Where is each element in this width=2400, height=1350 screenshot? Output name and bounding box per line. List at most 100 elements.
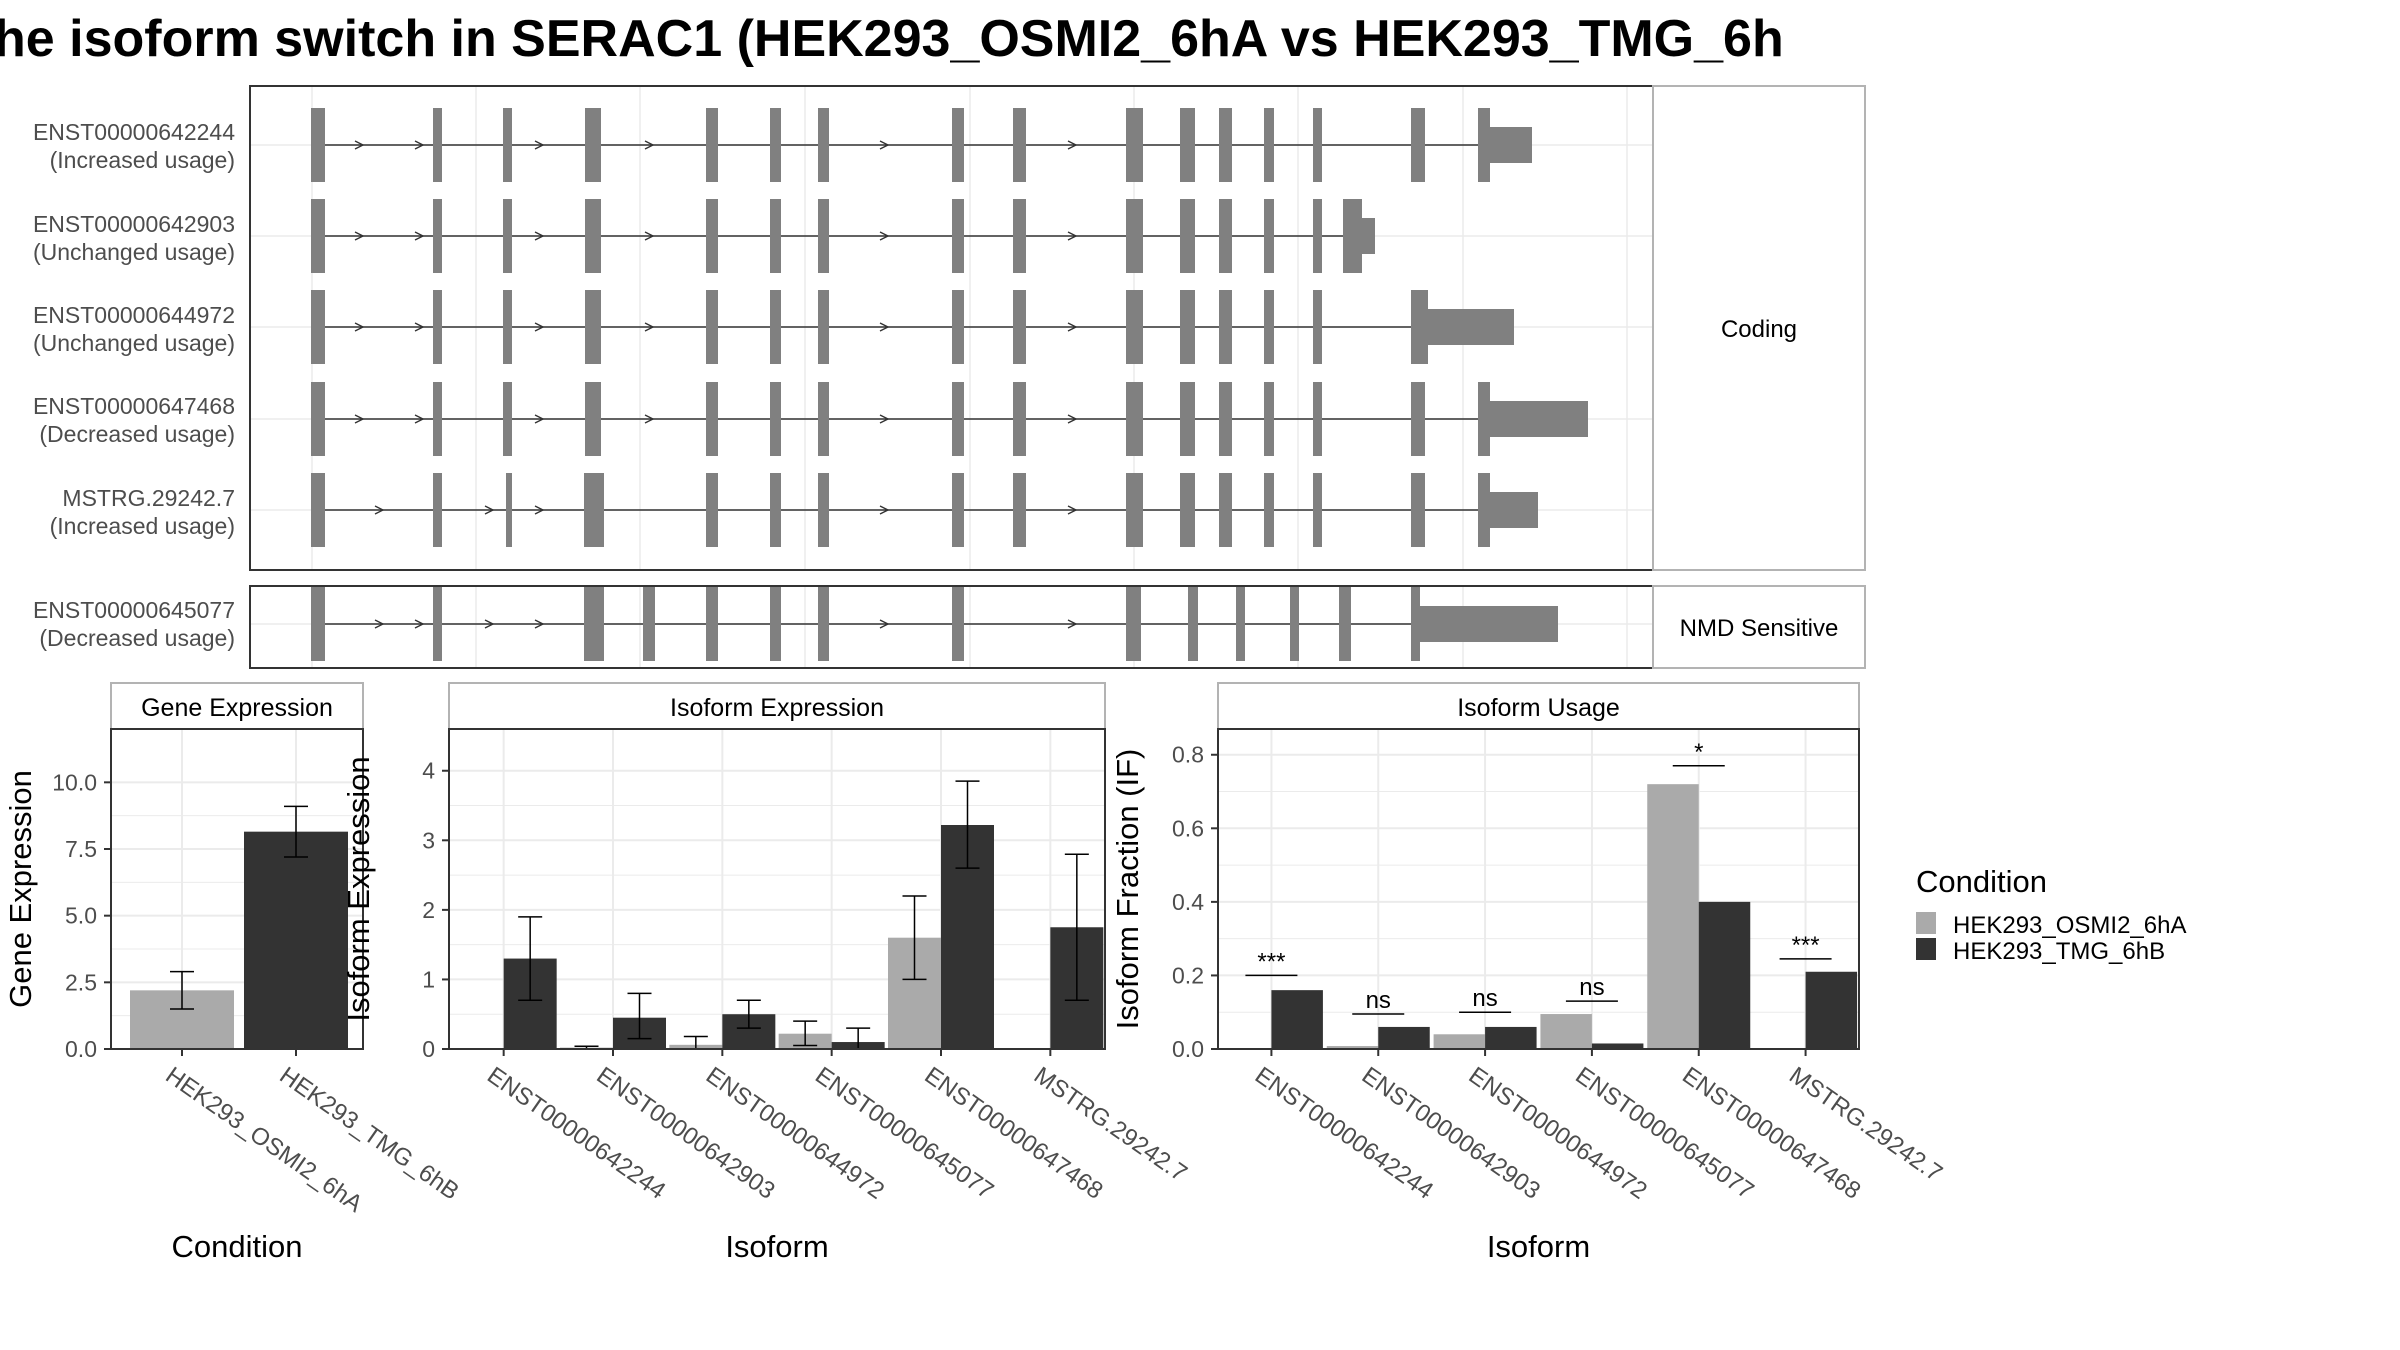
x-axis-label: Condition <box>172 1229 303 1264</box>
x-tick-label: ENST00000644972 <box>701 1062 889 1205</box>
transcript-id: ENST00000644972 <box>33 302 235 328</box>
x-tick-labels: ENST00000642244ENST00000642903ENST000006… <box>482 1049 1192 1205</box>
transcript-track: ENST00000642903 (Unchanged usage) <box>33 199 1375 273</box>
exon <box>1411 382 1425 456</box>
coding-strip <box>1652 85 1866 571</box>
strand-arrow <box>1067 322 1078 332</box>
exon <box>770 108 781 182</box>
legend-label-osmi2: HEK293_OSMI2_6hA <box>1953 912 2186 939</box>
y-tick-label: 0.4 <box>1172 889 1204 915</box>
panel-title: Isoform Usage <box>1457 694 1620 722</box>
panel-title: Gene Expression <box>141 694 333 722</box>
strand-arrow <box>414 414 425 424</box>
exon <box>1188 587 1198 661</box>
transcript-track: ENST00000642244 (Increased usage) <box>33 108 1532 182</box>
utr <box>1490 127 1532 163</box>
exon <box>1290 587 1299 661</box>
exon <box>1013 199 1026 273</box>
bars <box>448 728 1106 1050</box>
error-bar <box>955 780 980 869</box>
significance-label: *** <box>1792 932 1820 959</box>
strand-arrow <box>1067 505 1078 515</box>
error-bar <box>284 805 308 858</box>
strand-arrow <box>879 505 890 515</box>
strand-arrow <box>414 140 425 150</box>
exon <box>311 382 325 456</box>
strand-arrow <box>414 619 425 629</box>
x-tick-label: ENST00000642903 <box>1357 1062 1545 1205</box>
exon <box>818 108 829 182</box>
utr <box>1428 309 1514 345</box>
y-tick-label: 1 <box>422 966 435 992</box>
transcript-usage: (Decreased usage) <box>39 625 235 651</box>
error-bar <box>518 916 543 1002</box>
transcript-structure-plot: Coding NMD Sensitive ENST00000642244 (In… <box>33 85 1866 669</box>
significance-label: ns <box>1366 987 1391 1014</box>
gridlines <box>448 682 1106 1050</box>
exon <box>952 587 964 661</box>
strand-arrow <box>534 322 545 332</box>
exon <box>584 587 596 661</box>
exon <box>433 108 442 182</box>
bar <box>244 831 348 1049</box>
strand-arrow <box>354 140 365 150</box>
exon <box>1133 587 1141 661</box>
strand-arrow <box>484 619 495 629</box>
exon <box>1013 473 1026 547</box>
strand-arrow <box>644 231 655 241</box>
exon <box>1478 382 1490 456</box>
exon <box>1478 473 1490 547</box>
exon <box>506 199 512 273</box>
transcript-track: ENST00000644972 (Unchanged usage) <box>33 290 1514 364</box>
exon <box>433 473 442 547</box>
isoform-usage-panel: ***ns ns ns**** 0.00.20.40.60.8 ENST000006… <box>1110 682 1947 1264</box>
y-tick-label: 4 <box>422 758 435 784</box>
bar <box>1326 1046 1379 1049</box>
exon <box>1013 290 1026 364</box>
strand-arrow <box>1067 231 1078 241</box>
exon <box>1411 290 1428 364</box>
significance-label: * <box>1694 739 1703 766</box>
exon <box>1343 199 1362 273</box>
y-tick-label: 10.0 <box>52 769 97 795</box>
exon <box>952 199 964 273</box>
y-axis-label: Gene Expression <box>3 770 38 1008</box>
exon <box>1219 473 1232 547</box>
x-tick-label: ENST00000644972 <box>1464 1062 1652 1205</box>
exon <box>433 382 442 456</box>
exon <box>433 290 442 364</box>
strand-arrow <box>1067 414 1078 424</box>
bar <box>1805 971 1858 1049</box>
y-tick-label: 2.5 <box>65 969 97 995</box>
y-tick-labels: 0 1 2 3 4 <box>422 758 449 1062</box>
x-tick-label: HEK293_OSMI2_6hA <box>161 1062 368 1218</box>
y-tick-label: 0 <box>422 1036 435 1062</box>
strand-arrow <box>414 322 425 332</box>
x-axis-label: Isoform <box>725 1229 828 1264</box>
exon <box>706 290 718 364</box>
strand-arrow <box>374 505 385 515</box>
gene-expression-panel: 0.0 2.5 5.0 7.5 10.0 HEK293_OSMI2_6hAHEK293_… <box>3 682 464 1264</box>
exon <box>1219 108 1232 182</box>
strand-arrow <box>644 414 655 424</box>
x-tick-label: ENST00000645077 <box>810 1062 998 1205</box>
error-bar <box>1064 853 1089 1002</box>
strand-arrow <box>534 505 545 515</box>
significance-label: ns <box>1579 974 1604 1001</box>
exon <box>311 473 325 547</box>
exon <box>1180 108 1195 182</box>
exon <box>311 587 325 661</box>
exon <box>818 290 829 364</box>
strand-arrow <box>879 322 890 332</box>
exon <box>952 382 964 456</box>
exon <box>1313 382 1322 456</box>
y-tick-label: 0.2 <box>1172 962 1204 988</box>
x-tick-label: HEK293_TMG_6hB <box>275 1062 464 1206</box>
exon <box>643 587 655 661</box>
exon <box>706 199 718 273</box>
x-tick-labels: ENST00000642244ENST00000642903ENST000006… <box>1250 1049 1947 1205</box>
exon <box>433 199 442 273</box>
strand-arrow <box>414 231 425 241</box>
transcript-track: ENST00000647468 (Decreased usage) <box>33 382 1588 456</box>
